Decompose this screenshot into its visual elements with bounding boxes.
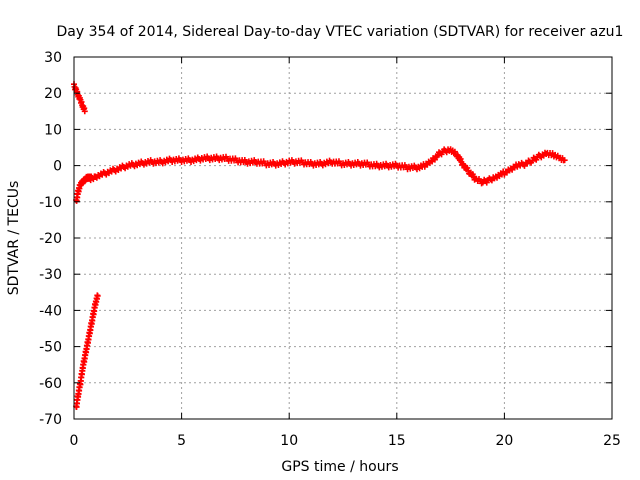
y-tick-label: -10 [39,195,62,211]
y-tick-label: -50 [39,340,62,356]
y-tick-label: 20 [44,86,62,102]
chart-title: Day 354 of 2014, Sidereal Day-to-day VTE… [57,24,624,40]
x-tick-label: 10 [280,433,298,449]
x-tick-label: 0 [70,433,79,449]
y-tick-label: -40 [39,303,62,319]
y-tick-label: -60 [39,376,62,392]
x-tick-label: 25 [603,433,621,449]
y-axis-label: SDTVAR / TECUs [6,181,22,296]
grid [74,57,612,419]
x-tick-label: 5 [177,433,186,449]
y-tick-label: -30 [39,267,62,283]
x-axis-label: GPS time / hours [281,459,398,475]
y-tick-label: -70 [39,412,62,428]
y-tick-label: -20 [39,231,62,247]
x-tick-label: 20 [495,433,513,449]
y-tick-label: 30 [44,50,62,66]
y-axis: -70 -60 -50 -40 -30 -20 -10 0 10 20 30 [39,50,612,428]
y-tick-label: 10 [44,122,62,138]
series-markers [73,146,568,204]
y-tick-label: 0 [53,159,62,175]
series-sat-b [73,292,101,411]
data-points [71,81,568,411]
series-markers [73,292,101,411]
x-axis: 0 5 10 15 20 25 [70,57,621,449]
series-sat-c [73,146,568,204]
x-tick-label: 15 [388,433,406,449]
